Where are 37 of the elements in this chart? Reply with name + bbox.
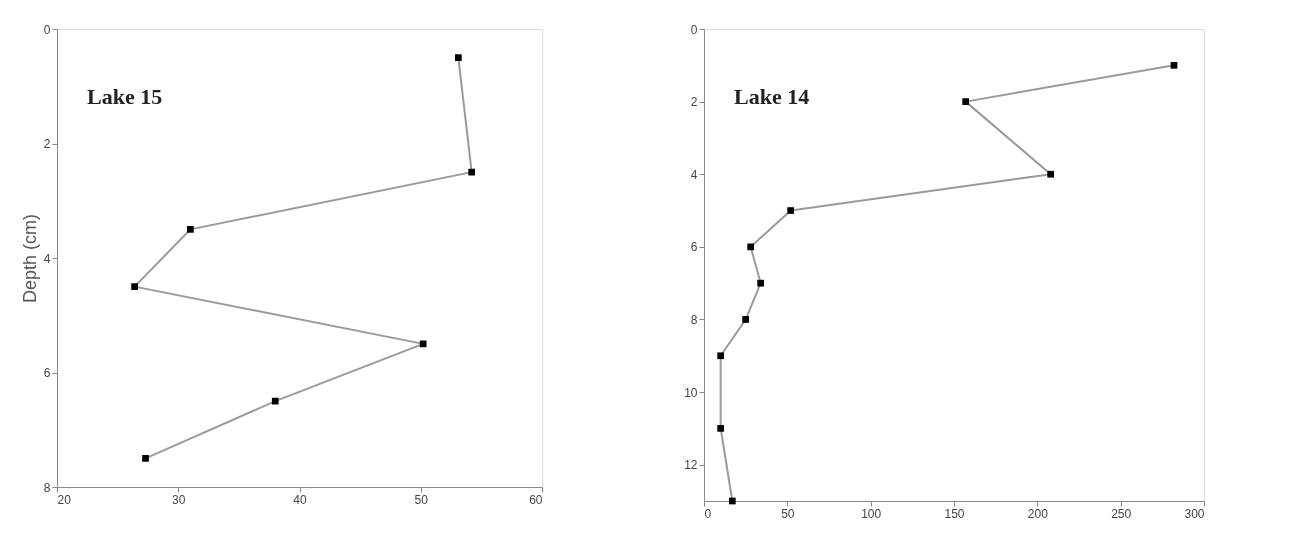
y-tick-label: 6: [690, 240, 698, 255]
x-tick-label: 20: [57, 492, 72, 507]
x-tick-label: 30: [172, 492, 186, 507]
point: [717, 425, 725, 432]
x-tick-label: 60: [529, 492, 543, 507]
y-tick-label: 10: [684, 385, 698, 400]
point: [787, 207, 795, 214]
y-tick-label: 2: [43, 137, 51, 151]
point: [717, 352, 725, 360]
x-tick-label: 50: [414, 492, 429, 507]
y-axis-title: Depth (cm): [19, 213, 40, 304]
y-tick-label: 8: [690, 312, 698, 327]
annotation: Lake 14: [734, 84, 810, 109]
x-tick-label: 250: [1111, 506, 1132, 521]
x-tick-label: 200: [1027, 506, 1049, 521]
x-tick-label: 50: [781, 506, 795, 521]
x-tick-label: 0: [704, 506, 712, 521]
point: [1047, 170, 1055, 178]
x-tick-label: 100: [861, 506, 882, 521]
y-tick-label: 12: [684, 458, 698, 473]
y-tick-label: 0: [43, 22, 51, 37]
point: [728, 497, 736, 505]
x-tick-label: 150: [944, 506, 965, 521]
y-tick-label: 8: [43, 480, 51, 495]
point: [962, 98, 970, 105]
x-tick-label: 40: [293, 492, 307, 507]
y-tick-label: 4: [43, 251, 51, 266]
y-tick-label: 6: [43, 366, 51, 380]
y-tick-label: 2: [690, 95, 698, 110]
y-tick-label: 0: [690, 22, 698, 37]
x-tick-label: 300: [1184, 506, 1205, 521]
annotation: Lake 15: [87, 84, 163, 109]
point: [747, 243, 755, 251]
point: [757, 279, 765, 287]
y-tick-label: 4: [690, 167, 698, 182]
point: [1170, 61, 1178, 69]
point: [742, 316, 750, 323]
